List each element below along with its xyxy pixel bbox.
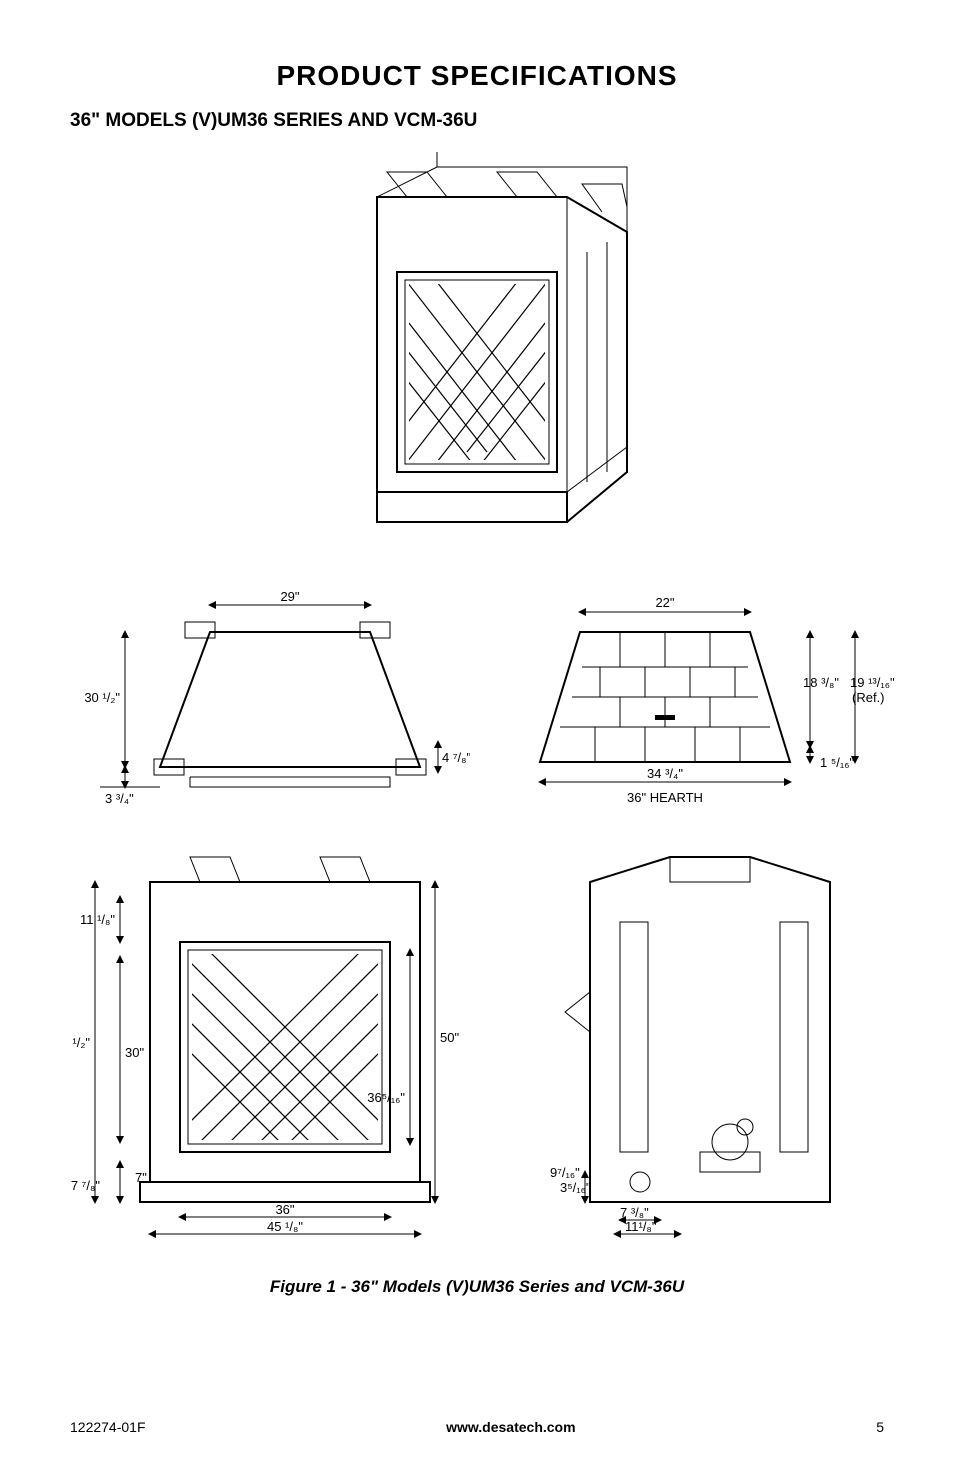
dim-side-d3: 7 ³/₈" [620,1205,649,1220]
figure-caption: Figure 1 - 36" Models (V)UM36 Series and… [70,1277,884,1297]
page-number: 5 [876,1419,884,1435]
dim-side-d4: 11¹/₈" [625,1219,657,1234]
dim-side-d1: 9⁷/₁₆" [550,1165,580,1180]
dim-hearth-mid: 34 ³/₄" [647,766,683,781]
dim-r2: 36⁵/₁₆" [367,1090,405,1105]
dim-bl: 3 ³/₄" [105,791,134,806]
page-title: PRODUCT SPECIFICATIONS [70,60,884,92]
dim-h3: 1 ⁵/₁₆" [820,755,854,770]
dim-w1: 36" [275,1202,294,1217]
dim-hearth-top: 22" [655,595,674,610]
page-footer: 122274-01F www.desatech.com 5 [70,1419,884,1435]
isometric-view [70,152,884,557]
dim-w2: 45 ¹/₈" [267,1219,303,1234]
hearth-view: 22" 34 ³/₄" 36" HEARTH 18 ³/₈" 19 ¹³/₁₆"… [500,587,900,822]
dim-left-h: 30 ¹/₂" [84,690,120,705]
footer-url: www.desatech.com [446,1419,575,1435]
dim-r1: 50" [440,1030,459,1045]
dim-side-d2: 3⁵/₁₆" [560,1180,591,1195]
top-plan-view: 29" 30 ¹/₂" 3 ³/₄" 4 ⁷/₈" [70,587,470,822]
dim-ref: (Ref.) [852,690,885,705]
front-elevation: 54 ¹/₂" 11 ¹/₈" 30" 7 ⁷/₈" 7" 50" 36⁵/₁₆… [70,842,470,1247]
dim-top-width: 29" [280,589,299,604]
section-subtitle: 36" MODELS (V)UM36 SERIES AND VCM-36U [70,110,884,132]
dim-rs: 4 ⁷/₈" [442,750,470,765]
dim-h1: 18 ³/₈" [803,675,839,690]
doc-id: 122274-01F [70,1419,146,1435]
dim-d2: 30" [125,1045,144,1060]
hearth-label: 36" HEARTH [627,790,703,805]
dim-h2: 19 ¹³/₁₆" [850,675,895,690]
dim-overall-h: 54 ¹/₂" [70,1035,90,1050]
dim-d4: 7" [135,1170,147,1185]
dim-d3: 7 ⁷/₈" [71,1178,101,1193]
side-elevation: 9⁷/₁₆" 3⁵/₁₆" 7 ³/₈" 11¹/₈" [500,842,900,1247]
dim-d1: 11 ¹/₈" [80,912,115,927]
